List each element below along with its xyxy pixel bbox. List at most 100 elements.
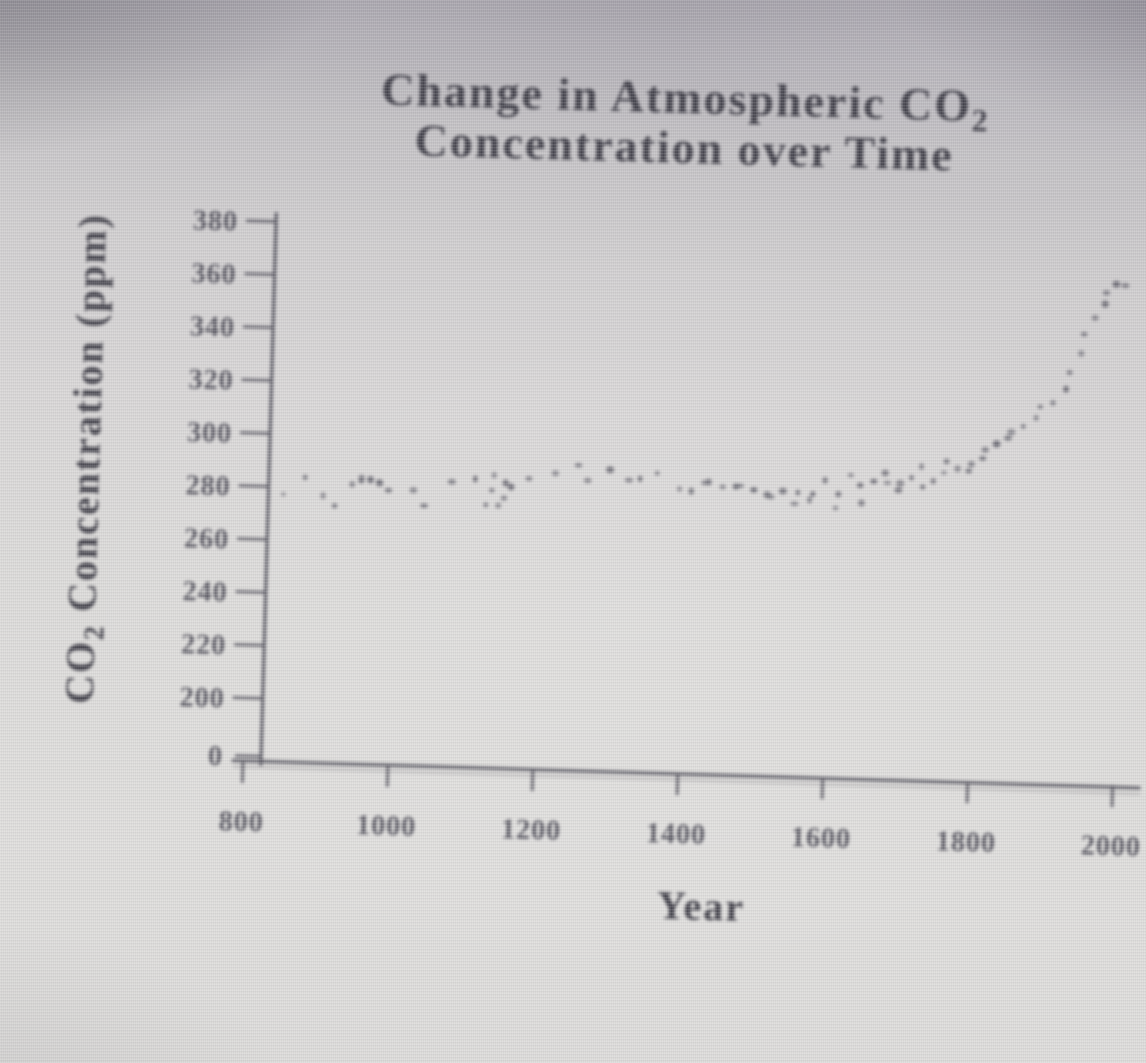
data-point (954, 465, 961, 473)
data-point (881, 469, 889, 477)
data-point (847, 473, 854, 478)
y-tick-zero-label: 0 (208, 741, 224, 772)
data-point (358, 474, 365, 481)
x-tick (965, 781, 969, 804)
data-point (367, 476, 374, 484)
data-point (676, 485, 683, 492)
data-point (302, 474, 308, 481)
y-tick (245, 219, 277, 223)
data-point (1112, 280, 1121, 288)
y-tick-label: 240 (182, 576, 228, 608)
data-point (930, 478, 936, 485)
data-point (489, 488, 495, 493)
data-point (943, 458, 950, 465)
x-axis-label: Year (656, 882, 745, 929)
data-point (525, 476, 533, 482)
data-point (705, 478, 712, 486)
x-tick (385, 764, 390, 787)
data-point (1033, 414, 1039, 422)
x-tick-label: 2000 (1080, 830, 1141, 863)
data-point (965, 468, 973, 474)
data-point (701, 480, 708, 486)
data-point (507, 483, 515, 491)
y-axis-line (259, 212, 278, 766)
data-point (551, 470, 560, 477)
data-point (447, 478, 456, 485)
x-tick-label: 1000 (356, 810, 417, 843)
y-tick-label: 200 (179, 682, 225, 714)
data-point (1091, 314, 1099, 321)
y-tick (234, 643, 265, 647)
data-point (807, 496, 812, 504)
data-point (778, 487, 787, 495)
data-point (606, 466, 615, 474)
data-point (1063, 385, 1069, 393)
data-point (1121, 283, 1130, 289)
x-tick-label: 1800 (936, 826, 997, 859)
y-axis-label: CO2Concentration (ppm) (56, 212, 122, 704)
data-point (920, 484, 926, 490)
data-point (719, 484, 726, 490)
x-tick-label: 1200 (501, 814, 562, 847)
data-point (992, 440, 1001, 448)
y-tick (244, 272, 275, 276)
data-point (483, 502, 489, 508)
y-tick-label: 380 (193, 205, 239, 237)
data-point (1050, 400, 1056, 406)
data-point (979, 456, 987, 461)
data-point (909, 475, 914, 481)
data-point (810, 491, 816, 497)
y-tick-label: 360 (191, 258, 237, 290)
y-tick-label: 280 (185, 470, 231, 502)
data-point (766, 494, 775, 500)
data-point (688, 487, 694, 495)
data-point (574, 463, 583, 468)
y-tick-zero (235, 754, 262, 758)
data-point (857, 499, 865, 507)
y-tick (243, 325, 274, 329)
x-tick (530, 768, 535, 791)
data-point (832, 505, 839, 511)
data-point (1037, 404, 1043, 409)
data-point (870, 478, 878, 484)
y-tick (232, 696, 263, 700)
data-point (473, 475, 478, 483)
data-point (919, 463, 924, 470)
data-point (583, 477, 592, 484)
x-tick (675, 772, 680, 796)
data-point (883, 480, 892, 486)
x-tick-label: 1600 (791, 822, 852, 855)
data-point (1078, 350, 1085, 357)
data-point (1080, 332, 1088, 337)
x-axis-line-ghost (232, 765, 1146, 796)
y-tick-label: 300 (187, 417, 233, 449)
y-tick (235, 590, 266, 594)
y-tick-label: 220 (181, 629, 227, 661)
y-tick (240, 431, 271, 435)
data-point (1101, 300, 1109, 308)
data-point (750, 487, 758, 493)
data-point (500, 495, 508, 501)
data-point (1003, 435, 1012, 441)
data-point (1020, 424, 1026, 429)
y-tick (241, 378, 272, 382)
data-point (409, 487, 418, 494)
y-tick (237, 537, 268, 541)
data-point (331, 503, 338, 509)
x-tick-label: 800 (218, 806, 264, 838)
data-point (495, 502, 502, 509)
x-tick (241, 760, 245, 783)
data-point (790, 501, 799, 506)
data-point (1066, 370, 1073, 376)
data-point (654, 470, 660, 476)
data-point (835, 491, 842, 498)
x-axis-line (231, 759, 1146, 790)
y-tick-label: 320 (188, 364, 234, 396)
data-point (637, 475, 643, 483)
data-point (894, 487, 903, 494)
x-tick-label: 1400 (646, 818, 707, 851)
data-point (281, 492, 286, 497)
data-point (384, 487, 393, 493)
